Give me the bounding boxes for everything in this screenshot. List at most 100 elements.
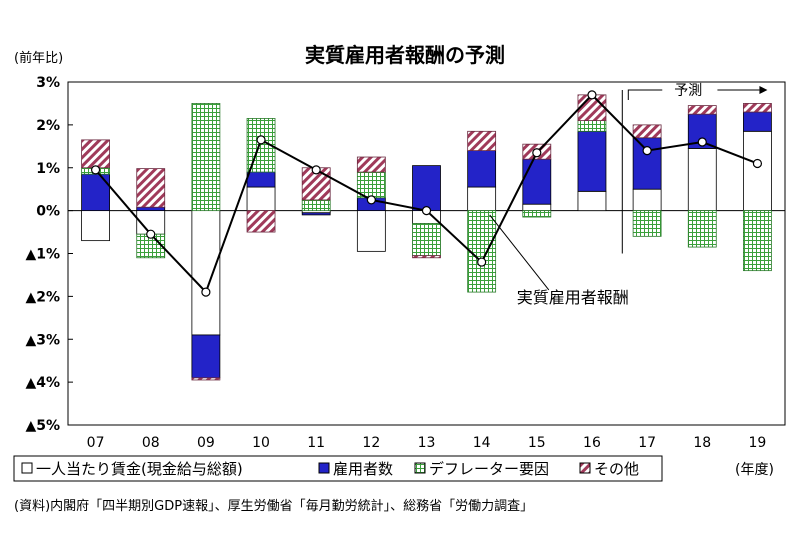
line-point-19	[752, 158, 763, 169]
y-tick-label: ▲1%	[25, 247, 60, 263]
bar-red_hatch-14	[467, 130, 497, 151]
line-point-17	[642, 146, 652, 156]
bar-blue-15	[522, 158, 552, 205]
x-tick-label: 10	[252, 435, 270, 451]
x-tick-label: 09	[197, 435, 215, 451]
legend-swatch-other	[579, 462, 591, 474]
y-tick-label: 3%	[36, 75, 60, 91]
y-tick-label: ▲5%	[25, 418, 60, 434]
bar-green_grid-16	[577, 120, 607, 132]
bar-green_grid-14	[467, 210, 497, 293]
line-point-09	[201, 287, 211, 297]
x-tick-label: 12	[362, 435, 380, 451]
bar-red_hatch-07	[81, 139, 110, 169]
bar-green_grid-18	[687, 210, 717, 248]
line-point-10	[256, 135, 266, 145]
bar-blue-19	[743, 111, 772, 132]
bar-blue-13	[412, 165, 441, 212]
x-tick-label: 18	[693, 435, 711, 451]
y-tick-label: ▲3%	[25, 332, 60, 348]
line-point-08	[146, 229, 156, 239]
bar-red_hatch-17	[632, 124, 662, 139]
bars	[81, 94, 772, 381]
bar-blue-11	[301, 212, 331, 216]
y-tick-label: ▲2%	[25, 289, 60, 305]
forecast-bracket	[627, 89, 663, 100]
x-tick-label: 08	[142, 435, 160, 451]
bar-white-15	[522, 203, 552, 212]
line-point-13	[421, 206, 432, 216]
bar-white-12	[356, 210, 386, 252]
bar-green_grid-15	[522, 210, 552, 218]
bar-white-16	[577, 190, 607, 212]
y-tick-label: 2%	[36, 118, 60, 134]
legend-item-other: その他	[579, 460, 639, 478]
x-unit-label: (年度)	[735, 462, 774, 478]
bar-blue-09	[191, 334, 221, 379]
bar-blue-08	[136, 206, 166, 212]
bar-green_grid-11	[301, 199, 331, 212]
line-point-18	[697, 137, 707, 147]
bar-blue-14	[467, 150, 497, 188]
bar-red_hatch-13	[412, 255, 441, 259]
x-tick-label: 14	[473, 435, 491, 451]
bar-white-17	[632, 188, 662, 212]
line-point-15	[532, 148, 542, 158]
bar-white-18	[687, 148, 717, 212]
x-tick-label: 07	[87, 435, 105, 451]
bar-red_hatch-09	[191, 377, 221, 381]
legend-swatch-deflator	[414, 462, 426, 474]
bar-red_hatch-18	[687, 105, 717, 115]
bar-white-19	[743, 130, 772, 212]
x-tick-label: 19	[749, 435, 767, 451]
bar-white-07	[81, 210, 110, 242]
bar-red_hatch-19	[743, 103, 772, 113]
bar-green_grid-09	[191, 103, 221, 212]
y-tick-label: 0%	[36, 204, 60, 220]
forecast-label: 予測	[674, 83, 702, 99]
x-tick-label: 17	[638, 435, 656, 451]
line-point-07	[90, 165, 101, 175]
line-point-16	[587, 90, 597, 100]
x-tick-label: 16	[583, 435, 601, 451]
bar-green_grid-13	[412, 223, 441, 257]
line-label: 実質雇用者報酬	[517, 288, 629, 307]
legend-item-employees: 雇用者数	[318, 460, 393, 478]
x-tick-label: 15	[528, 435, 546, 451]
bar-white-09	[191, 210, 221, 336]
legend-swatch-employees	[318, 462, 330, 474]
x-tick-label: 13	[418, 435, 436, 451]
legend-label-other: その他	[594, 460, 639, 478]
legend-box	[13, 455, 663, 482]
bar-blue-16	[577, 130, 607, 192]
legend-label-employees: 雇用者数	[333, 460, 393, 478]
source-note: (資料)内閣府「四半期別GDP速報」、厚生労働省「毎月勤労統計」、総務省「労働力…	[14, 498, 533, 514]
y-tick-label: ▲4%	[25, 375, 60, 391]
forecast-arrowhead	[759, 86, 768, 94]
bar-red_hatch-08	[136, 168, 166, 208]
bar-white-14	[467, 186, 497, 212]
legend-item-deflator: デフレーター要因	[414, 460, 549, 478]
x-axis-ticks: 07 08 09 10 11 12 13 14 15 16 17 18 19	[87, 435, 767, 451]
chart-title: 実質雇用者報酬の予測	[305, 43, 505, 67]
bar-red_hatch-12	[356, 156, 386, 173]
bar-blue-17	[632, 137, 662, 190]
bar-green_grid-17	[632, 210, 662, 237]
legend-label-deflator: デフレーター要因	[429, 460, 549, 478]
bar-green_grid-19	[743, 210, 772, 272]
bar-blue-07	[81, 173, 110, 212]
legend-label-wage: 一人当たり賃金(現金給与総額)	[36, 460, 243, 478]
bar-red_hatch-10	[246, 210, 276, 233]
line-point-12	[366, 195, 376, 205]
y-tick-label: 1%	[36, 161, 60, 177]
x-tick-label: 11	[307, 435, 325, 451]
line-label-leader	[489, 214, 550, 291]
y-unit-label: (前年比)	[14, 50, 63, 66]
y-axis-ticks: 3% 2% 1% 0% ▲1% ▲2% ▲3% ▲4% ▲5%	[25, 75, 73, 434]
line-point-14	[477, 257, 487, 267]
line-series	[90, 90, 763, 297]
bar-blue-10	[246, 171, 276, 188]
bar-white-10	[246, 186, 276, 212]
legend-swatch-wage	[21, 462, 33, 474]
